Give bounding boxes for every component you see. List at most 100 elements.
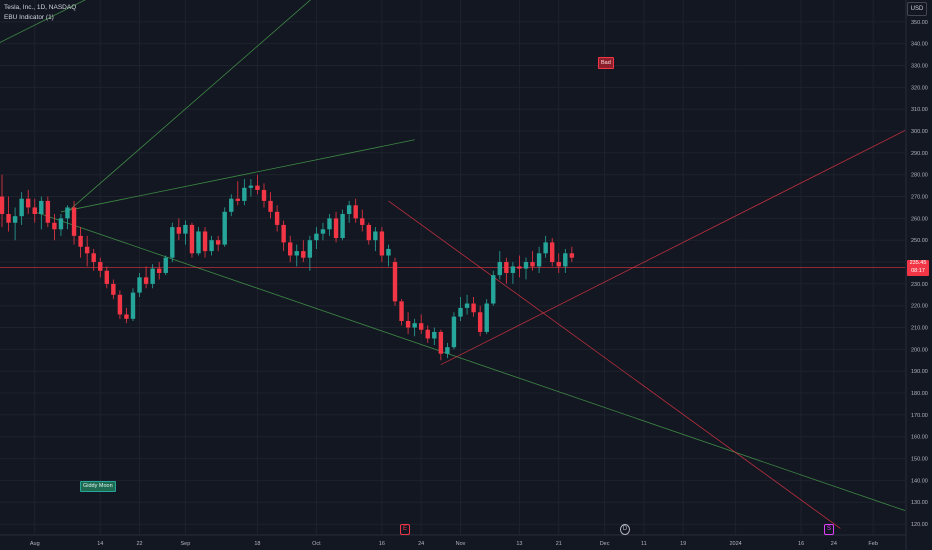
candle [491,270,496,306]
candle-body [65,207,70,219]
candle-body [530,262,535,267]
candle-body [438,331,444,354]
candle [248,179,254,197]
price-axis[interactable]: 120.00 130.00 140.00 150.00 160.00 170.00 180.… [905,0,928,550]
candle [183,220,188,245]
bullish-signal-badge[interactable]: Giddy Moon [80,481,116,492]
candle [32,198,37,223]
candle [366,222,371,245]
time-tick-label: 24 [831,541,837,547]
candle [288,235,293,263]
indicator-title[interactable]: EBU Indicator (1) [4,14,54,21]
candle-body [157,268,162,273]
candle [12,207,18,241]
candle [281,220,286,252]
candle-body [510,266,516,273]
candle [268,192,273,219]
candle [104,266,109,289]
candle-body [19,198,24,217]
time-tick-label: 19 [680,541,686,547]
candle-body [366,224,371,241]
candle [563,248,568,273]
time-axis[interactable]: Aug 14 22 Sep 18 Oct 16 24 Nov 13 21 Dec 11 19 2024 16 2… [0,534,906,547]
price-tick-label: 290.00 [911,151,928,157]
time-tick-label: 21 [556,541,562,547]
candle-body [229,198,234,212]
candle-body [170,227,175,258]
candle [412,318,417,337]
dividend-event-icon[interactable]: D [620,524,630,535]
trendlines[interactable] [0,0,926,529]
candle [405,312,411,335]
candle [150,264,155,289]
candle-body [419,323,424,330]
time-tick-label: 14 [97,541,103,547]
candle-body [39,200,44,214]
candle [130,288,136,321]
candle-body [445,347,450,354]
candle [274,205,280,232]
candle [78,227,83,258]
earnings-event-icon[interactable]: E [400,524,410,535]
candle-body [458,307,463,317]
candle-body [71,207,77,236]
candle-body [84,246,90,254]
candle [111,279,116,300]
trendline-4 [388,200,841,529]
candle [530,251,535,271]
candle [360,209,365,232]
candle-body [281,224,286,243]
price-tick-label: 160.00 [911,435,928,441]
price-tick-label: 200.00 [911,347,928,353]
trendline-5 [440,130,905,366]
candle [163,255,168,276]
candle-body [0,196,5,214]
candle [209,235,214,256]
price-tick-label: 270.00 [911,195,928,201]
candle [157,262,162,280]
candle [464,294,470,315]
candle-body [235,198,240,201]
candle [497,251,502,280]
candle [215,235,221,252]
trendline-3 [67,0,311,213]
candle [294,244,299,267]
candle-body [360,218,365,225]
price-tick-label: 150.00 [911,457,928,463]
symbol-title[interactable]: Tesla, Inc., 1D, NASDAQ [4,4,77,11]
candle [451,312,457,350]
candle-body [386,248,391,256]
candle-body [183,224,188,234]
candle-body [412,323,417,328]
candle-body [209,240,214,252]
candlesticks [0,174,575,361]
trendline-2 [34,211,905,512]
candle [19,192,24,225]
candle [176,218,182,241]
candle-body [491,275,496,304]
candle [98,257,103,278]
price-tick-label: 280.00 [911,173,928,179]
candle [71,200,77,245]
time-tick-label: Oct [312,541,321,547]
bearish-signal-badge[interactable]: Bad [598,57,614,69]
candle-body [504,262,509,273]
price-tick-label: 180.00 [911,391,928,397]
candle [255,174,260,195]
price-tick-label: 350.00 [911,20,928,26]
candle [379,227,385,263]
candle-body [333,218,339,239]
candle [504,257,509,284]
candle [386,244,391,267]
time-tick-label: 2024 [729,541,741,547]
candle [52,214,57,241]
split-event-icon[interactable]: S [824,524,834,535]
candle [170,222,175,263]
currency-button[interactable]: USD [907,2,927,16]
candle-body [189,224,195,254]
candle-body [464,303,470,308]
candle-body [6,214,11,223]
candle-body [117,294,123,315]
candle-body [215,240,221,245]
